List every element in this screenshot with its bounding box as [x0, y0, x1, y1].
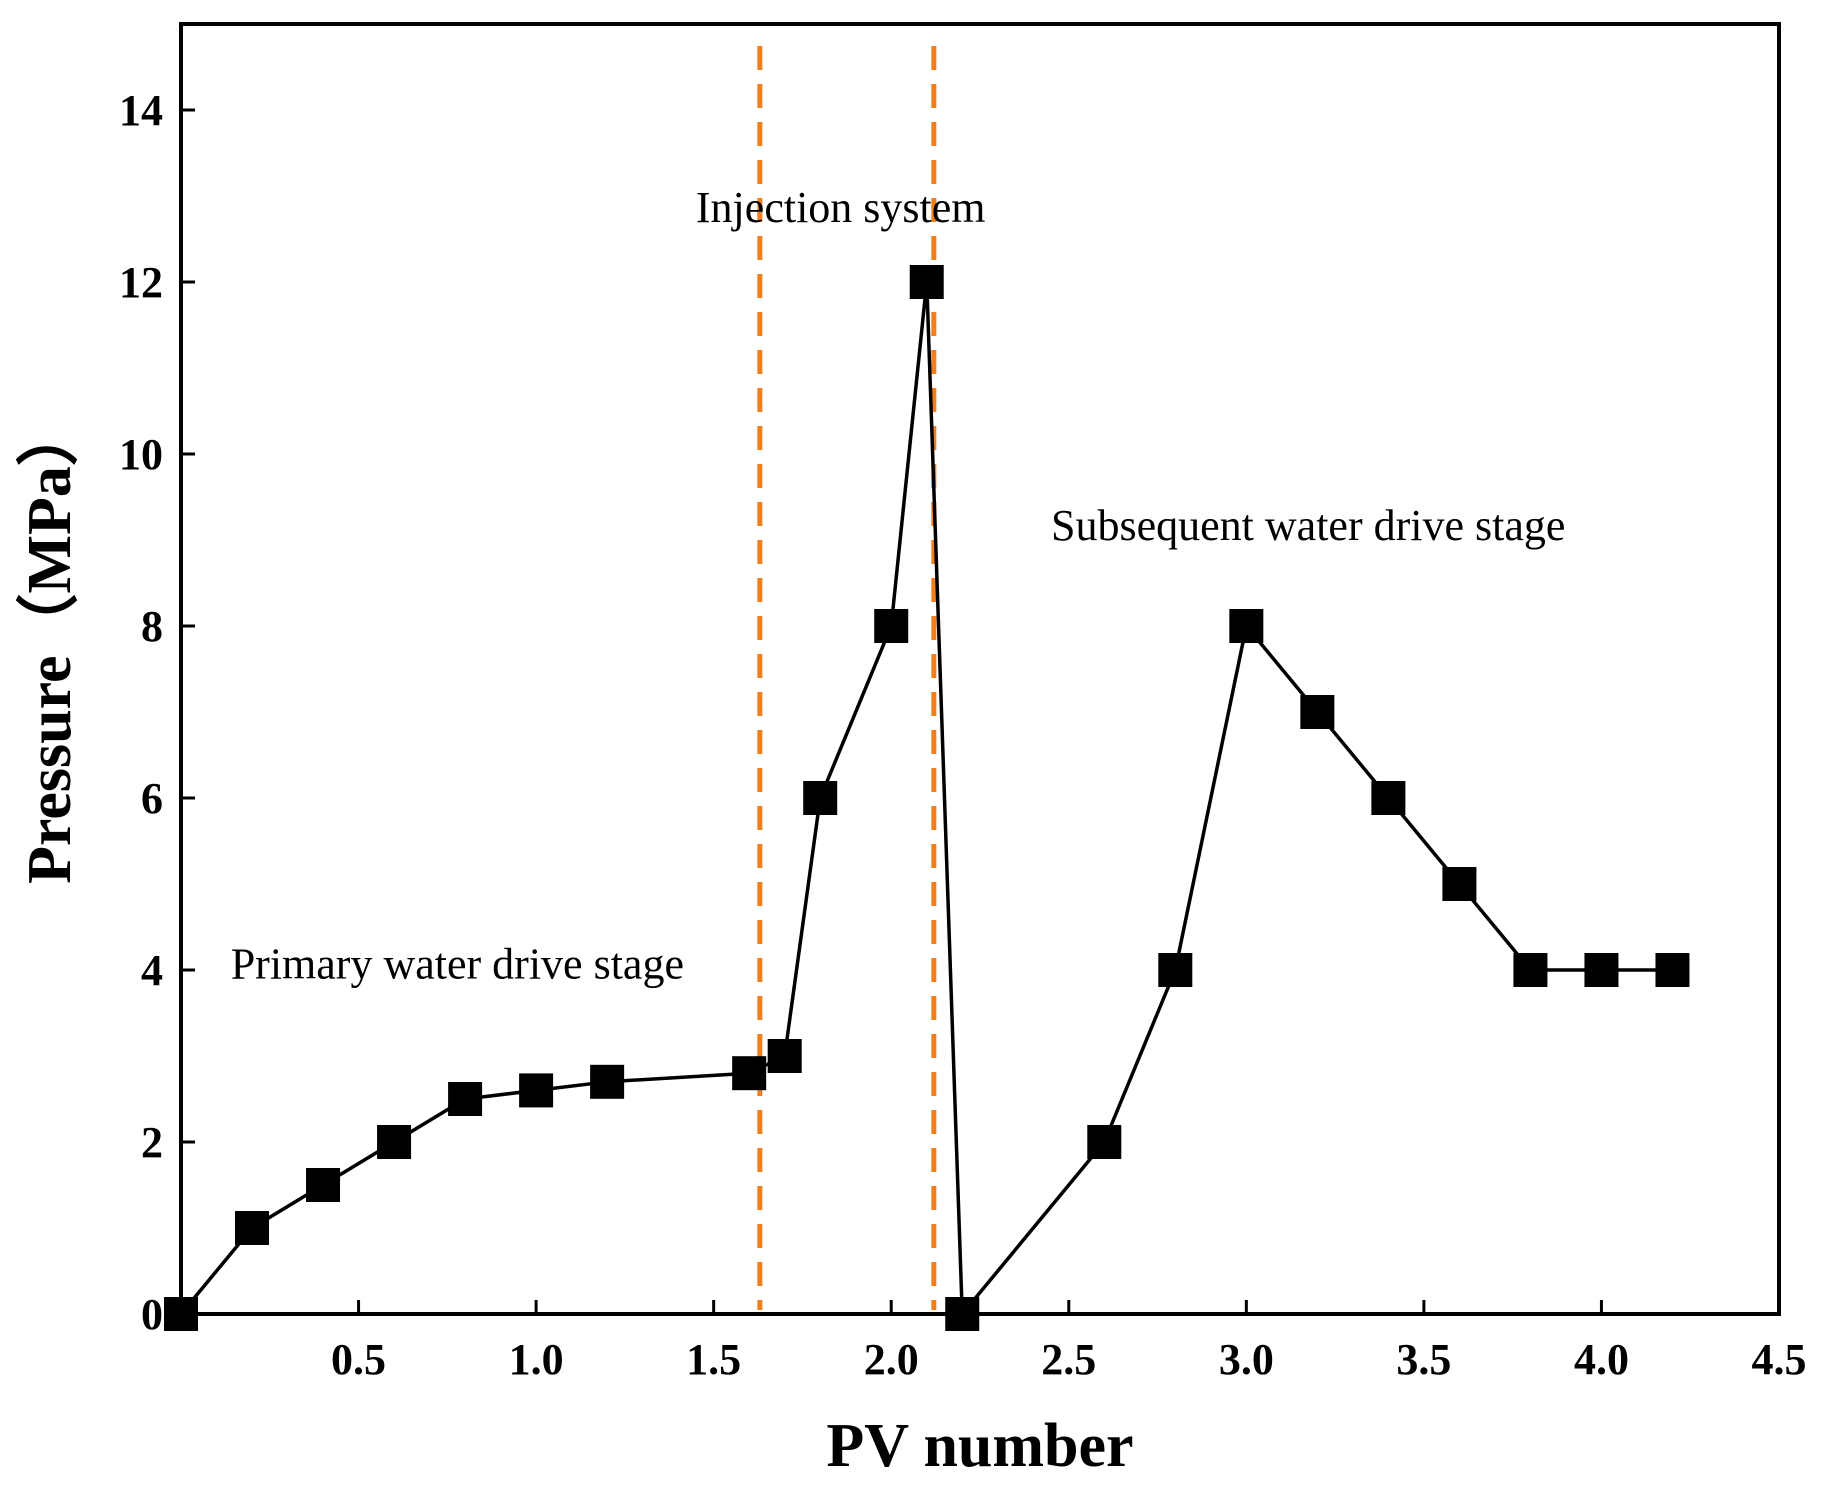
x-axis-title: PV number: [826, 1412, 1133, 1480]
y-tick-label: 8: [141, 602, 163, 651]
x-tick-label: 2.0: [864, 1335, 919, 1384]
y-tick-label: 2: [141, 1118, 163, 1167]
data-point: [1229, 609, 1264, 643]
x-tick-label: 3.0: [1219, 1335, 1274, 1384]
data-point: [1300, 695, 1335, 729]
y-tick-label: 6: [141, 774, 163, 823]
annotations: Primary water drive stage Injection syste…: [231, 183, 1566, 989]
x-tick-label: 4.0: [1574, 1335, 1629, 1384]
plot-frame: [179, 22, 1781, 1316]
y-tick-label: 10: [119, 430, 163, 479]
annotation-injection-system: Injection system: [696, 183, 986, 232]
x-tick-label: 1.0: [509, 1335, 564, 1384]
reference-lines: [757, 46, 937, 1310]
axis-ticks: 0.5 1.0 1.5 2.0 2.5 3.0 3.5 4.0 4.5 0 2 4 6 8 10 12 14: [119, 86, 1807, 1384]
data-point: [1513, 953, 1548, 987]
data-series: [164, 265, 1690, 1331]
y-tick-label: 12: [119, 258, 163, 307]
y-tick-label: 4: [141, 946, 163, 995]
data-point: [1371, 781, 1406, 815]
data-point: [519, 1073, 554, 1108]
y-tick-label: 0: [141, 1290, 163, 1339]
annotation-subsequent-stage: Subsequent water drive stage: [1051, 501, 1565, 550]
data-point: [803, 781, 838, 815]
x-tick-label: 2.5: [1041, 1335, 1096, 1384]
data-point: [448, 1082, 483, 1116]
data-point: [1655, 953, 1690, 987]
data-point: [1584, 953, 1619, 987]
annotation-primary-stage: Primary water drive stage: [231, 940, 684, 989]
data-point: [874, 609, 909, 643]
x-tick-label: 1.5: [686, 1335, 741, 1384]
data-point: [1442, 867, 1477, 901]
data-point: [377, 1125, 412, 1159]
x-tick-label: 3.5: [1396, 1335, 1451, 1384]
data-point: [1158, 953, 1193, 987]
x-tick-label: 4.5: [1752, 1335, 1807, 1384]
data-point: [590, 1064, 625, 1099]
data-point: [732, 1056, 767, 1091]
data-point: [909, 265, 944, 299]
x-tick-label: 0.5: [331, 1335, 386, 1384]
data-point: [1087, 1125, 1122, 1159]
y-tick-label: 14: [119, 86, 163, 135]
data-point: [767, 1039, 802, 1073]
data-point: [306, 1168, 341, 1202]
y-axis-title: Pressure（MPa）: [14, 404, 84, 884]
series-line-1: [179, 280, 1673, 1316]
data-point: [235, 1211, 270, 1245]
